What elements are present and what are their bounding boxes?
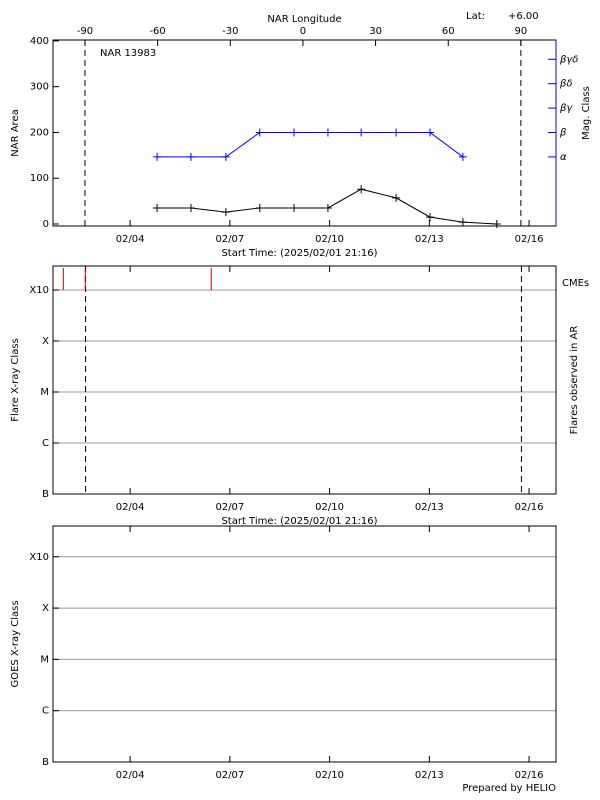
y-tick-label: 0 xyxy=(43,219,49,230)
data-point xyxy=(357,185,366,194)
x2-tick-label: -30 xyxy=(222,26,238,37)
x2-tick-label: 30 xyxy=(369,26,382,37)
data-point xyxy=(153,203,162,212)
x-axis-label: Start Time: (2025/02/01 21:16) xyxy=(221,248,377,259)
x-tick-label: 02/04 xyxy=(116,770,145,781)
y-axis-label: Flare X-ray Class xyxy=(10,338,21,422)
y-tick-label: X10 xyxy=(29,552,49,563)
data-point xyxy=(255,203,264,212)
x-tick-label: 02/07 xyxy=(215,234,244,245)
data-point xyxy=(323,203,332,212)
data-point xyxy=(357,128,366,137)
x2-tick-label: -60 xyxy=(149,26,165,37)
x-axis-label: Start Time: (2025/02/01 21:16) xyxy=(221,516,377,527)
y-axis-label: GOES X-ray Class xyxy=(10,600,21,687)
y2-axis-label: Mag. Class xyxy=(581,86,592,140)
x-tick-label: 02/13 xyxy=(415,502,444,513)
data-point xyxy=(323,128,332,137)
y-tick-label: 200 xyxy=(30,127,49,138)
note: Prepared by HELIO xyxy=(462,783,556,794)
data-point xyxy=(492,219,501,228)
x-tick-label: 02/04 xyxy=(116,234,145,245)
y2-tick-label: βγδ xyxy=(559,54,578,65)
data-point xyxy=(221,208,230,217)
y2-tick-label: βγ xyxy=(559,103,573,114)
x-tick-label: 02/16 xyxy=(515,234,544,245)
y2-axis-label: Flares observed in AR xyxy=(569,326,580,435)
y-tick-label: 100 xyxy=(30,173,49,184)
data-point xyxy=(153,152,162,161)
data-point xyxy=(186,203,195,212)
plot-frame xyxy=(52,265,557,495)
x-tick-label: 02/10 xyxy=(315,770,344,781)
lat-label: Lat: xyxy=(466,11,485,22)
y2-tick-label: βδ xyxy=(559,79,573,90)
y-axis-label: NAR Area xyxy=(10,109,21,156)
series-line xyxy=(157,188,497,225)
x-tick-label: 02/10 xyxy=(315,234,344,245)
x-tick-label: 02/04 xyxy=(116,502,145,513)
x2-axis-label: NAR Longitude xyxy=(267,14,341,25)
data-point xyxy=(290,203,299,212)
y-tick-label: B xyxy=(42,489,49,500)
x2-tick-label: -90 xyxy=(77,26,93,37)
x-tick-label: 02/13 xyxy=(415,234,444,245)
data-point xyxy=(290,128,299,137)
x-tick-label: 02/13 xyxy=(415,770,444,781)
cme-label: CMEs xyxy=(562,278,589,289)
data-point xyxy=(255,128,264,137)
x-tick-label: 02/16 xyxy=(515,770,544,781)
data-point xyxy=(221,152,230,161)
y-tick-label: C xyxy=(42,706,49,717)
x-tick-label: 02/07 xyxy=(215,770,244,781)
x-tick-label: 02/16 xyxy=(515,502,544,513)
y-tick-label: M xyxy=(40,654,49,665)
x2-tick-label: 90 xyxy=(515,26,528,37)
data-point xyxy=(392,193,401,202)
y-tick-label: X xyxy=(42,336,49,347)
lat-value: +6.00 xyxy=(508,11,539,22)
data-point xyxy=(458,218,467,227)
y-tick-label: C xyxy=(42,438,49,449)
x2-tick-label: 60 xyxy=(442,26,455,37)
plot-frame xyxy=(52,525,557,763)
data-point xyxy=(426,128,435,137)
series-line xyxy=(157,132,464,158)
y-tick-label: X10 xyxy=(29,285,49,296)
x-tick-label: 02/10 xyxy=(315,502,344,513)
y2-tick-label: β xyxy=(559,128,567,139)
x2-tick-label: 0 xyxy=(300,26,306,37)
data-point xyxy=(458,152,467,161)
y-tick-label: 400 xyxy=(30,36,49,47)
chart-title: NAR 13983 xyxy=(100,48,156,59)
data-point xyxy=(426,213,435,222)
y-tick-label: B xyxy=(42,757,49,768)
y2-tick-label: α xyxy=(560,152,567,163)
x-tick-label: 02/07 xyxy=(215,502,244,513)
y-tick-label: X xyxy=(42,603,49,614)
y-tick-label: M xyxy=(40,387,49,398)
data-point xyxy=(186,152,195,161)
data-point xyxy=(392,128,401,137)
y-tick-label: 300 xyxy=(30,82,49,93)
